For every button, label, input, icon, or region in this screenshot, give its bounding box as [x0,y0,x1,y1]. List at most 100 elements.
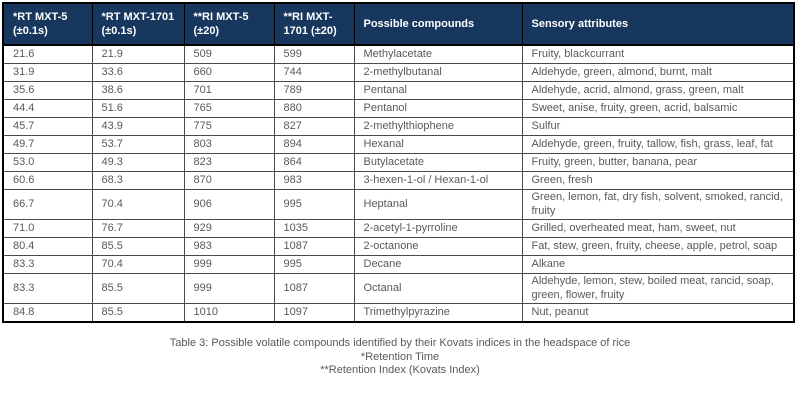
cell-sensory: Alkane [521,255,795,274]
column-header-ri-mxt1701: **RI MXT-1701 (±20) [273,2,355,46]
cell-compound: Methylacetate [353,44,523,64]
caption-footnote-retention-index: **Retention Index (Kovats Index) [320,364,480,376]
table-row: 44.4 51.6 765 880 Pentanol Sweet, anise, frui… [2,99,795,118]
cell-compound: 2-methylthiophene [353,117,523,136]
cell-ri-mxt1701: 1087 [273,237,355,256]
cell-ri-mxt1701: 827 [273,117,355,136]
column-header-ri-mxt5: **RI MXT-5 (±20) [183,2,275,46]
cell-sensory: Sulfur [521,117,795,136]
cell-compound: Heptanal [353,189,523,220]
cell-rt-mxt5: 49.7 [2,135,93,154]
cell-rt-mxt1701: 76.7 [91,219,185,238]
column-header-rt-mxt1701: *RT MXT-1701 (±0.1s) [91,2,185,46]
cell-ri-mxt1701: 880 [273,99,355,118]
cell-ri-mxt5: 701 [183,81,275,100]
table-row: 84.8 85.5 1010 1097 Trimethylpyrazine Nut, pe… [2,303,795,323]
cell-sensory: Aldehyde, lemon, stew, boiled meat, ranc… [521,273,795,304]
header-row: *RT MXT-5 (±0.1s) *RT MXT-1701 (±0.1s) **R… [2,2,795,46]
cell-ri-mxt1701: 744 [273,63,355,82]
cell-ri-mxt5: 999 [183,255,275,274]
cell-ri-mxt5: 983 [183,237,275,256]
cell-ri-mxt1701: 789 [273,81,355,100]
cell-sensory: Nut, peanut [521,303,795,323]
cell-sensory: Aldehyde, acrid, almond, grass, green, m… [521,81,795,100]
cell-ri-mxt5: 660 [183,63,275,82]
cell-ri-mxt5: 823 [183,153,275,172]
table-row: 49.7 53.7 803 894 Hexanal Aldehyde, green, fr… [2,135,795,154]
cell-rt-mxt1701: 21.9 [91,44,185,64]
cell-ri-mxt5: 803 [183,135,275,154]
cell-ri-mxt5: 870 [183,171,275,190]
column-header-rt-mxt5: *RT MXT-5 (±0.1s) [2,2,93,46]
cell-rt-mxt5: 45.7 [2,117,93,136]
caption-title: Table 3: Possible volatile compounds ide… [169,337,631,349]
cell-ri-mxt5: 765 [183,99,275,118]
cell-rt-mxt1701: 85.5 [91,303,185,323]
cell-sensory: Fat, stew, green, fruity, cheese, apple,… [521,237,795,256]
cell-compound: 3-hexen-1-ol / Hexan-1-ol [353,171,523,190]
cell-rt-mxt1701: 49.3 [91,153,185,172]
table-row: 31.9 33.6 660 744 2-methylbutanal Aldehyde, g… [2,63,795,82]
cell-rt-mxt5: 31.9 [2,63,93,82]
cell-compound: Trimethylpyrazine [353,303,523,323]
cell-sensory: Fruity, blackcurrant [521,44,795,64]
compounds-table: *RT MXT-5 (±0.1s) *RT MXT-1701 (±0.1s) **R… [2,2,795,323]
cell-sensory: Green, fresh [521,171,795,190]
table-row: 80.4 85.5 983 1087 2-octanone Fat, stew, gree… [2,237,795,256]
table-body: 21.6 21.9 509 599 Methylacetate Fruity, black… [2,44,795,323]
cell-ri-mxt1701: 599 [273,44,355,64]
cell-sensory: Fruity, green, butter, banana, pear [521,153,795,172]
cell-ri-mxt5: 775 [183,117,275,136]
cell-sensory: Sweet, anise, fruity, green, acrid, bals… [521,99,795,118]
cell-rt-mxt1701: 43.9 [91,117,185,136]
table-row: 21.6 21.9 509 599 Methylacetate Fruity, black… [2,44,795,64]
cell-ri-mxt5: 1010 [183,303,275,323]
cell-compound: 2-octanone [353,237,523,256]
cell-rt-mxt5: 53.0 [2,153,93,172]
cell-compound: Octanal [353,273,523,304]
cell-rt-mxt1701: 68.3 [91,171,185,190]
column-header-sensory: Sensory attributes [521,2,795,46]
cell-rt-mxt5: 71.0 [2,219,93,238]
cell-compound: Decane [353,255,523,274]
cell-ri-mxt1701: 894 [273,135,355,154]
cell-ri-mxt1701: 864 [273,153,355,172]
cell-rt-mxt1701: 85.5 [91,237,185,256]
cell-rt-mxt5: 35.6 [2,81,93,100]
cell-compound: Pentanal [353,81,523,100]
table-row: 60.6 68.3 870 983 3-hexen-1-ol / Hexan-1-ol G… [2,171,795,190]
cell-rt-mxt1701: 53.7 [91,135,185,154]
table-row: 45.7 43.9 775 827 2-methylthiophene Sulfur [2,117,795,136]
cell-compound: Pentanol [353,99,523,118]
cell-sensory: Aldehyde, green, fruity, tallow, fish, g… [521,135,795,154]
column-header-compound: Possible compounds [353,2,523,46]
cell-rt-mxt1701: 38.6 [91,81,185,100]
cell-sensory: Aldehyde, green, almond, burnt, malt [521,63,795,82]
cell-ri-mxt5: 999 [183,273,275,304]
cell-ri-mxt1701: 995 [273,189,355,220]
cell-rt-mxt1701: 70.4 [91,189,185,220]
cell-ri-mxt1701: 1097 [273,303,355,323]
cell-sensory: Green, lemon, fat, dry fish, solvent, sm… [521,189,795,220]
cell-rt-mxt5: 83.3 [2,255,93,274]
cell-ri-mxt1701: 1087 [273,273,355,304]
cell-compound: Butylacetate [353,153,523,172]
table-caption: Table 3: Possible volatile compounds ide… [0,337,800,378]
cell-rt-mxt1701: 33.6 [91,63,185,82]
cell-ri-mxt5: 509 [183,44,275,64]
cell-rt-mxt5: 80.4 [2,237,93,256]
cell-rt-mxt5: 60.6 [2,171,93,190]
cell-ri-mxt1701: 995 [273,255,355,274]
caption-footnote-retention-time: *Retention Time [360,350,440,363]
cell-ri-mxt5: 929 [183,219,275,238]
cell-rt-mxt5: 21.6 [2,44,93,64]
cell-compound: 2-acetyl-1-pyrroline [353,219,523,238]
cell-ri-mxt5: 906 [183,189,275,220]
cell-ri-mxt1701: 983 [273,171,355,190]
table-row: 53.0 49.3 823 864 Butylacetate Fruity, green,… [2,153,795,172]
cell-rt-mxt1701: 70.4 [91,255,185,274]
cell-rt-mxt5: 44.4 [2,99,93,118]
table-row: 83.3 85.5 999 1087 Octanal Aldehyde, lemon, s… [2,273,795,304]
cell-compound: 2-methylbutanal [353,63,523,82]
